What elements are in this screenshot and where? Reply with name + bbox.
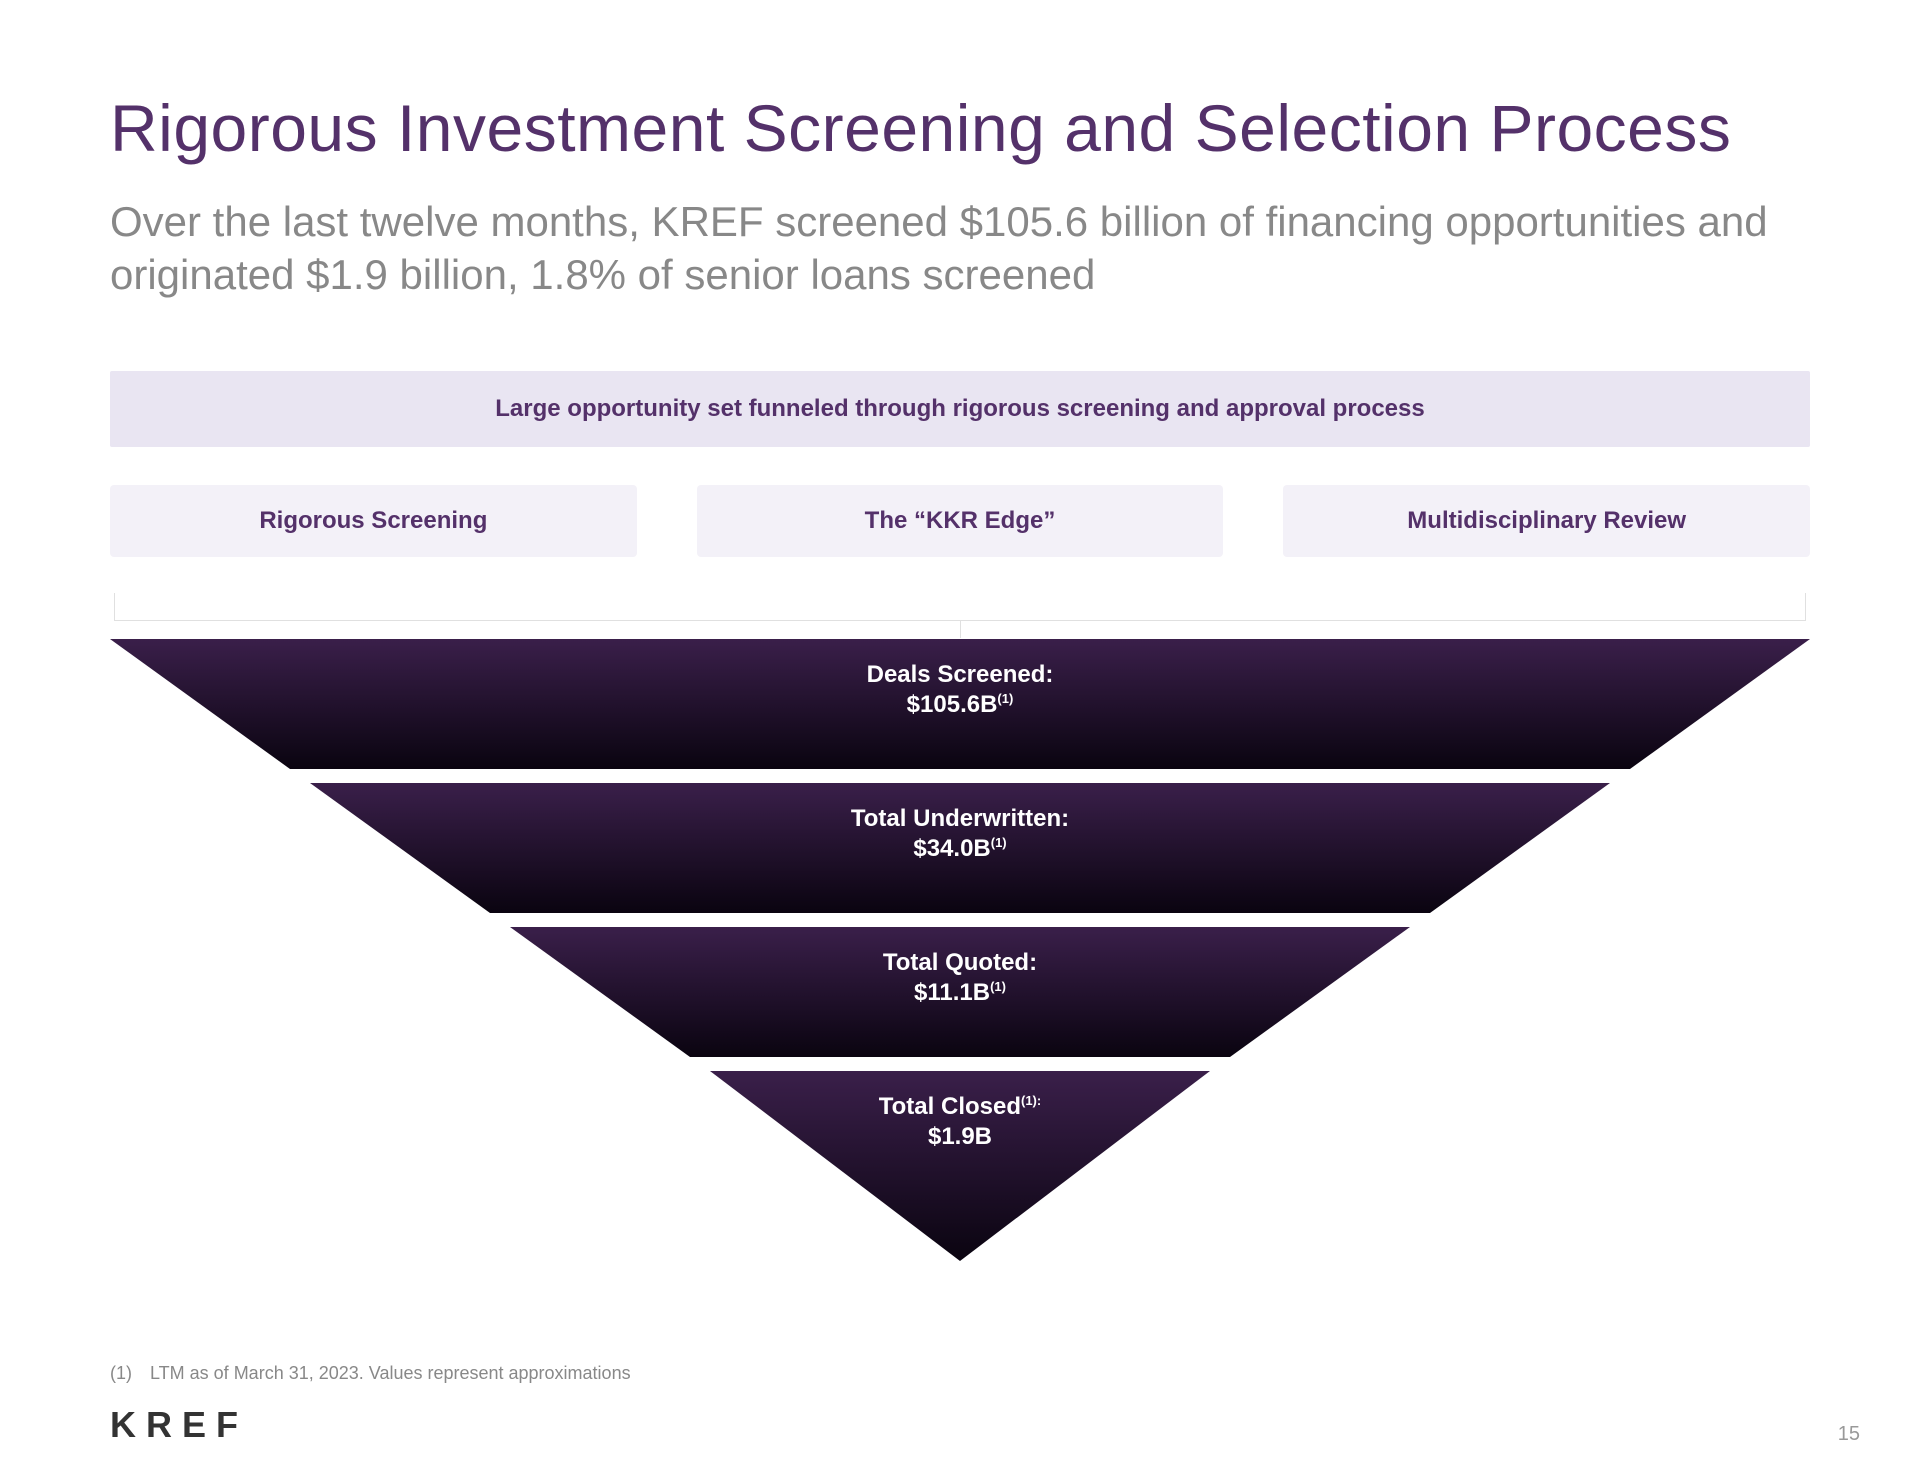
page-subtitle: Over the last twelve months, KREF screen… bbox=[110, 196, 1810, 301]
banner: Large opportunity set funneled through r… bbox=[110, 371, 1810, 447]
page-title: Rigorous Investment Screening and Select… bbox=[110, 90, 1810, 166]
funnel-chart: Deals Screened:$105.6B(1) Total Underwri… bbox=[110, 639, 1810, 1261]
connector-line bbox=[114, 593, 1806, 621]
pill-review: Multidisciplinary Review bbox=[1283, 485, 1810, 557]
funnel-stage-0: Deals Screened:$105.6B(1) bbox=[110, 639, 1810, 769]
pill-row: Rigorous Screening The “KKR Edge” Multid… bbox=[110, 485, 1810, 557]
page-number: 15 bbox=[1838, 1423, 1860, 1446]
pill-edge: The “KKR Edge” bbox=[697, 485, 1224, 557]
company-logo: KREF bbox=[110, 1404, 248, 1446]
funnel-stage-2: Total Quoted:$11.1B(1) bbox=[510, 927, 1410, 1057]
funnel-stage-3: Total Closed(1):$1.9B bbox=[710, 1071, 1210, 1261]
pill-screening: Rigorous Screening bbox=[110, 485, 637, 557]
footnote: (1) LTM as of March 31, 2023. Values rep… bbox=[110, 1363, 631, 1384]
funnel-stage-1: Total Underwritten:$34.0B(1) bbox=[310, 783, 1610, 913]
